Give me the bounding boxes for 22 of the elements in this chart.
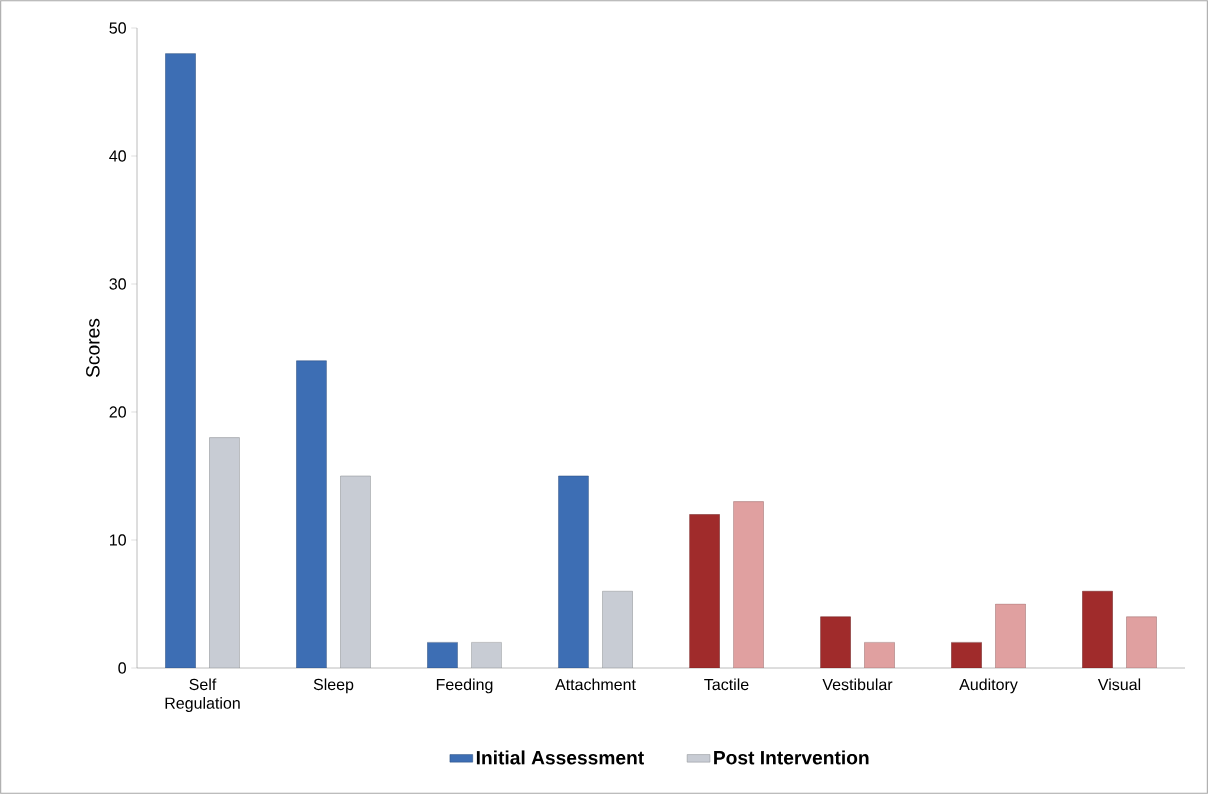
x-tick-label: Attachment xyxy=(555,678,636,691)
y-tick-label: 20 xyxy=(109,406,126,418)
bar xyxy=(689,514,720,668)
x-tick-label: Tactile xyxy=(704,678,749,691)
bar xyxy=(995,603,1026,668)
y-tick-label: 50 xyxy=(109,22,126,34)
bar xyxy=(1126,616,1157,668)
legend-label: Post Intervention xyxy=(714,750,869,765)
x-tick-label: Sleep xyxy=(313,678,354,694)
y-tick-label: 0 xyxy=(118,662,126,674)
y-tick-label: 30 xyxy=(109,278,126,290)
x-tick-label: Auditory xyxy=(959,678,1018,694)
legend-label: Initial Assessment xyxy=(476,750,644,765)
y-tick-label: 40 xyxy=(109,150,126,162)
bar xyxy=(1082,590,1113,668)
x-tick-label: Vestibular xyxy=(822,678,893,691)
y-tick-label: 10 xyxy=(110,534,126,546)
bar xyxy=(558,475,589,668)
x-tick-label: Visual xyxy=(1097,678,1141,691)
y-axis-title: Scores xyxy=(86,318,100,377)
x-tick-label: Self Regulation xyxy=(165,678,240,712)
x-tick-label: Feeding xyxy=(436,678,493,694)
